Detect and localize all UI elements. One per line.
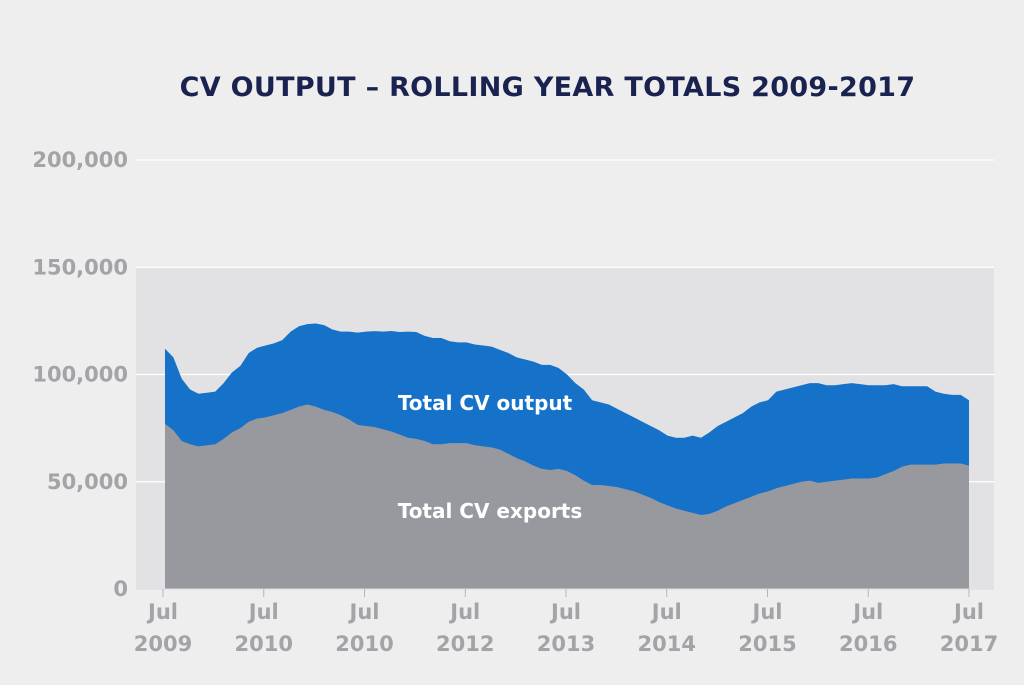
x-tick-label-month: Jul xyxy=(751,600,783,624)
x-tick-label-year: 2015 xyxy=(738,632,796,656)
x-tick-label-year: 2014 xyxy=(638,632,696,656)
x-tick-label-year: 2017 xyxy=(940,632,998,656)
x-tick-label-month: Jul xyxy=(448,600,480,624)
label-total-cv-output: Total CV output xyxy=(398,391,573,415)
x-tick-label-year: 2016 xyxy=(839,632,897,656)
x-tick-label-month: Jul xyxy=(348,600,380,624)
x-tick-label-year: 2013 xyxy=(537,632,595,656)
x-tick-label-month: Jul xyxy=(851,600,883,624)
y-tick-label: 100,000 xyxy=(32,363,128,387)
label-total-cv-exports: Total CV exports xyxy=(398,499,583,523)
x-tick-label-year: 2012 xyxy=(436,632,494,656)
x-tick-label-month: Jul xyxy=(952,600,984,624)
y-tick-label: 150,000 xyxy=(32,255,128,279)
y-tick-label: 50,000 xyxy=(47,470,128,494)
x-tick-label-year: 2010 xyxy=(335,632,393,656)
y-tick-label: 200,000 xyxy=(32,148,128,172)
x-tick-label-year: 2010 xyxy=(235,632,293,656)
chart-title: CV OUTPUT – ROLLING YEAR TOTALS 2009-201… xyxy=(179,72,916,103)
x-tick-label-month: Jul xyxy=(146,600,178,624)
y-tick-label: 0 xyxy=(113,577,128,601)
x-tick-label-month: Jul xyxy=(549,600,581,624)
x-tick-label-year: 2009 xyxy=(134,632,192,656)
area-series-total-cv-exports xyxy=(165,404,969,589)
x-tick-label-month: Jul xyxy=(650,600,682,624)
x-tick-label-month: Jul xyxy=(247,600,279,624)
